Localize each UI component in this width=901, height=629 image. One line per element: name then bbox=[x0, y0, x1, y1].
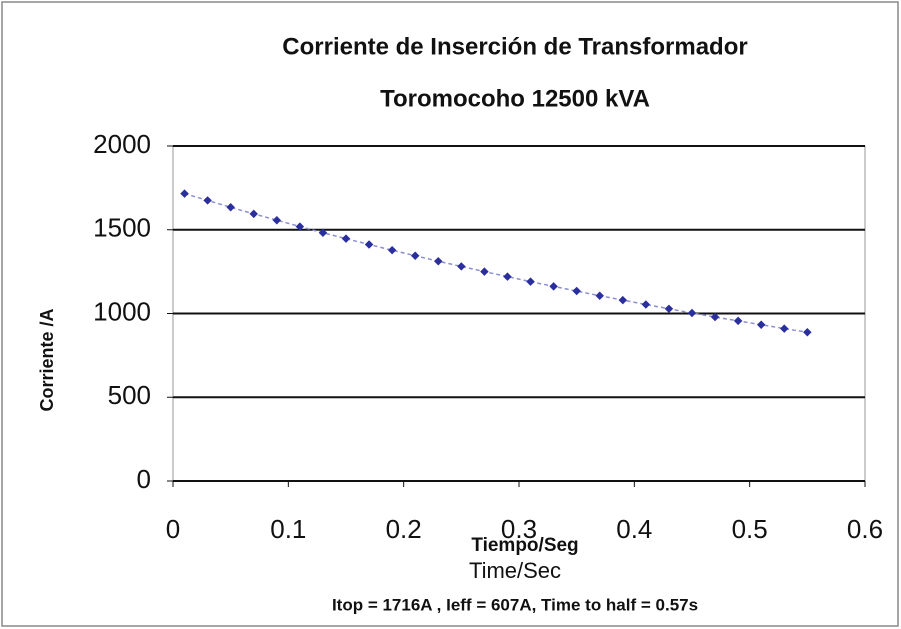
data-point bbox=[549, 282, 558, 291]
data-point bbox=[664, 304, 674, 314]
y-tick-label: 500 bbox=[108, 380, 151, 410]
x-tick-label: 0.1 bbox=[270, 514, 306, 544]
data-point bbox=[756, 320, 766, 329]
chart-subtitle: Toromocoho 12500 kVA bbox=[380, 85, 650, 112]
data-point bbox=[295, 222, 305, 231]
trend-line bbox=[184, 192, 808, 334]
data-point bbox=[687, 308, 697, 318]
y-tick-label: 1000 bbox=[93, 296, 151, 326]
data-point bbox=[503, 272, 512, 281]
data-point bbox=[480, 267, 489, 276]
data-point bbox=[434, 256, 443, 266]
data-point bbox=[203, 196, 212, 205]
data-point bbox=[710, 312, 720, 322]
data-point bbox=[387, 245, 397, 255]
y-tick-label: 1500 bbox=[93, 213, 151, 243]
data-point bbox=[733, 316, 743, 326]
data-point bbox=[341, 234, 351, 243]
data-point bbox=[572, 286, 581, 296]
x-tick-label: 0.4 bbox=[616, 514, 652, 544]
data-point bbox=[526, 277, 535, 286]
data-point bbox=[318, 228, 328, 238]
x-tick-label: 0.6 bbox=[847, 514, 883, 544]
x-tick-label: 0.3 bbox=[501, 514, 537, 544]
data-point bbox=[180, 189, 189, 198]
x-axis-label: Tiempo/Seg bbox=[471, 535, 578, 556]
data-point bbox=[641, 300, 651, 309]
data-point bbox=[618, 295, 628, 305]
data-point bbox=[457, 262, 466, 271]
y-axis-label: Corriente /A bbox=[37, 308, 57, 411]
data-point bbox=[364, 240, 374, 249]
data-point bbox=[226, 203, 235, 212]
data-point bbox=[410, 251, 420, 260]
x-tick-label: 0 bbox=[166, 514, 180, 544]
x-axis-label-secondary: Time/Sec bbox=[469, 558, 561, 583]
annotation: Itop = 1716A , Ieff = 607A, Time to half… bbox=[332, 595, 698, 614]
x-tick-label: 0.2 bbox=[386, 514, 422, 544]
data-point bbox=[595, 291, 604, 300]
chart-title: Corriente de Inserción de Transformador bbox=[282, 33, 747, 60]
x-tick-label: 0.5 bbox=[732, 514, 768, 544]
data-point bbox=[272, 215, 282, 225]
data-point bbox=[803, 328, 812, 337]
data-point bbox=[249, 209, 258, 219]
y-tick-label: 0 bbox=[137, 464, 151, 494]
data-point bbox=[780, 324, 789, 333]
y-tick-label: 2000 bbox=[93, 129, 151, 159]
